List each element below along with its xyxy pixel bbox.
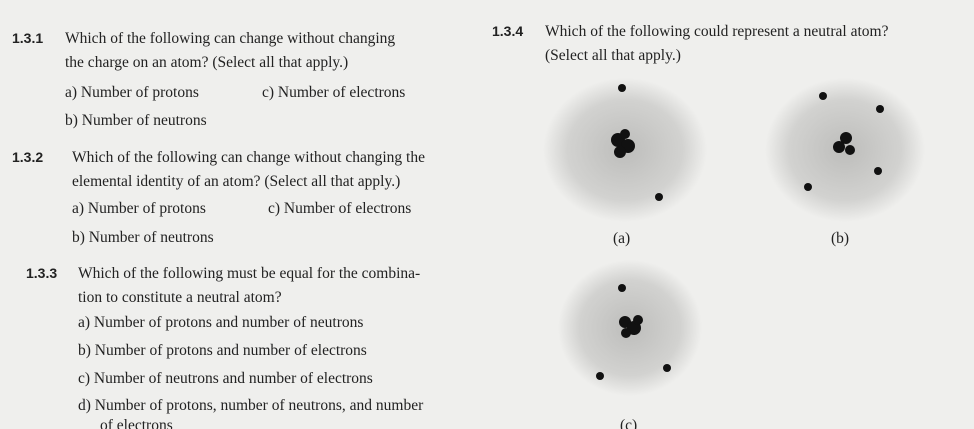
option[interactable]: (c) xyxy=(620,417,638,429)
option[interactable]: b) Number of protons and number of elect… xyxy=(78,342,367,359)
question-number: 1.3.4 xyxy=(492,23,524,39)
option[interactable]: of electrons xyxy=(100,417,173,429)
question-text: Which of the following could represent a… xyxy=(545,23,889,40)
question-text: Which of the following can change withou… xyxy=(72,149,425,166)
option[interactable]: b) Number of neutrons xyxy=(72,229,214,246)
option[interactable]: (b) xyxy=(831,230,850,247)
question-text: Which of the following can change withou… xyxy=(65,30,396,47)
option[interactable]: (a) xyxy=(613,230,631,247)
question-text: (Select all that apply.) xyxy=(545,47,681,64)
question-text: Which of the following must be equal for… xyxy=(78,265,421,282)
option[interactable]: c) Number of neutrons and number of elec… xyxy=(78,370,373,387)
atom-b xyxy=(765,78,925,222)
option[interactable]: b) Number of neutrons xyxy=(65,112,207,129)
question-text: the charge on an atom? (Select all that … xyxy=(65,54,349,71)
question-text: tion to constitute a neutral atom? xyxy=(78,289,282,306)
question-number: 1.3.1 xyxy=(12,30,44,46)
option[interactable]: d) Number of protons, number of neutrons… xyxy=(78,397,424,414)
atom-c xyxy=(558,260,702,396)
option[interactable]: a) Number of protons xyxy=(65,84,199,101)
option[interactable]: a) Number of protons xyxy=(72,200,206,217)
question-number: 1.3.2 xyxy=(12,149,44,165)
option[interactable]: c) Number of electrons xyxy=(268,200,412,217)
question-text: elemental identity of an atom? (Select a… xyxy=(72,173,401,190)
option[interactable]: c) Number of electrons xyxy=(262,84,406,101)
option[interactable]: a) Number of protons and number of neutr… xyxy=(78,314,364,331)
question-number: 1.3.3 xyxy=(26,265,58,281)
atom-a xyxy=(543,78,707,222)
